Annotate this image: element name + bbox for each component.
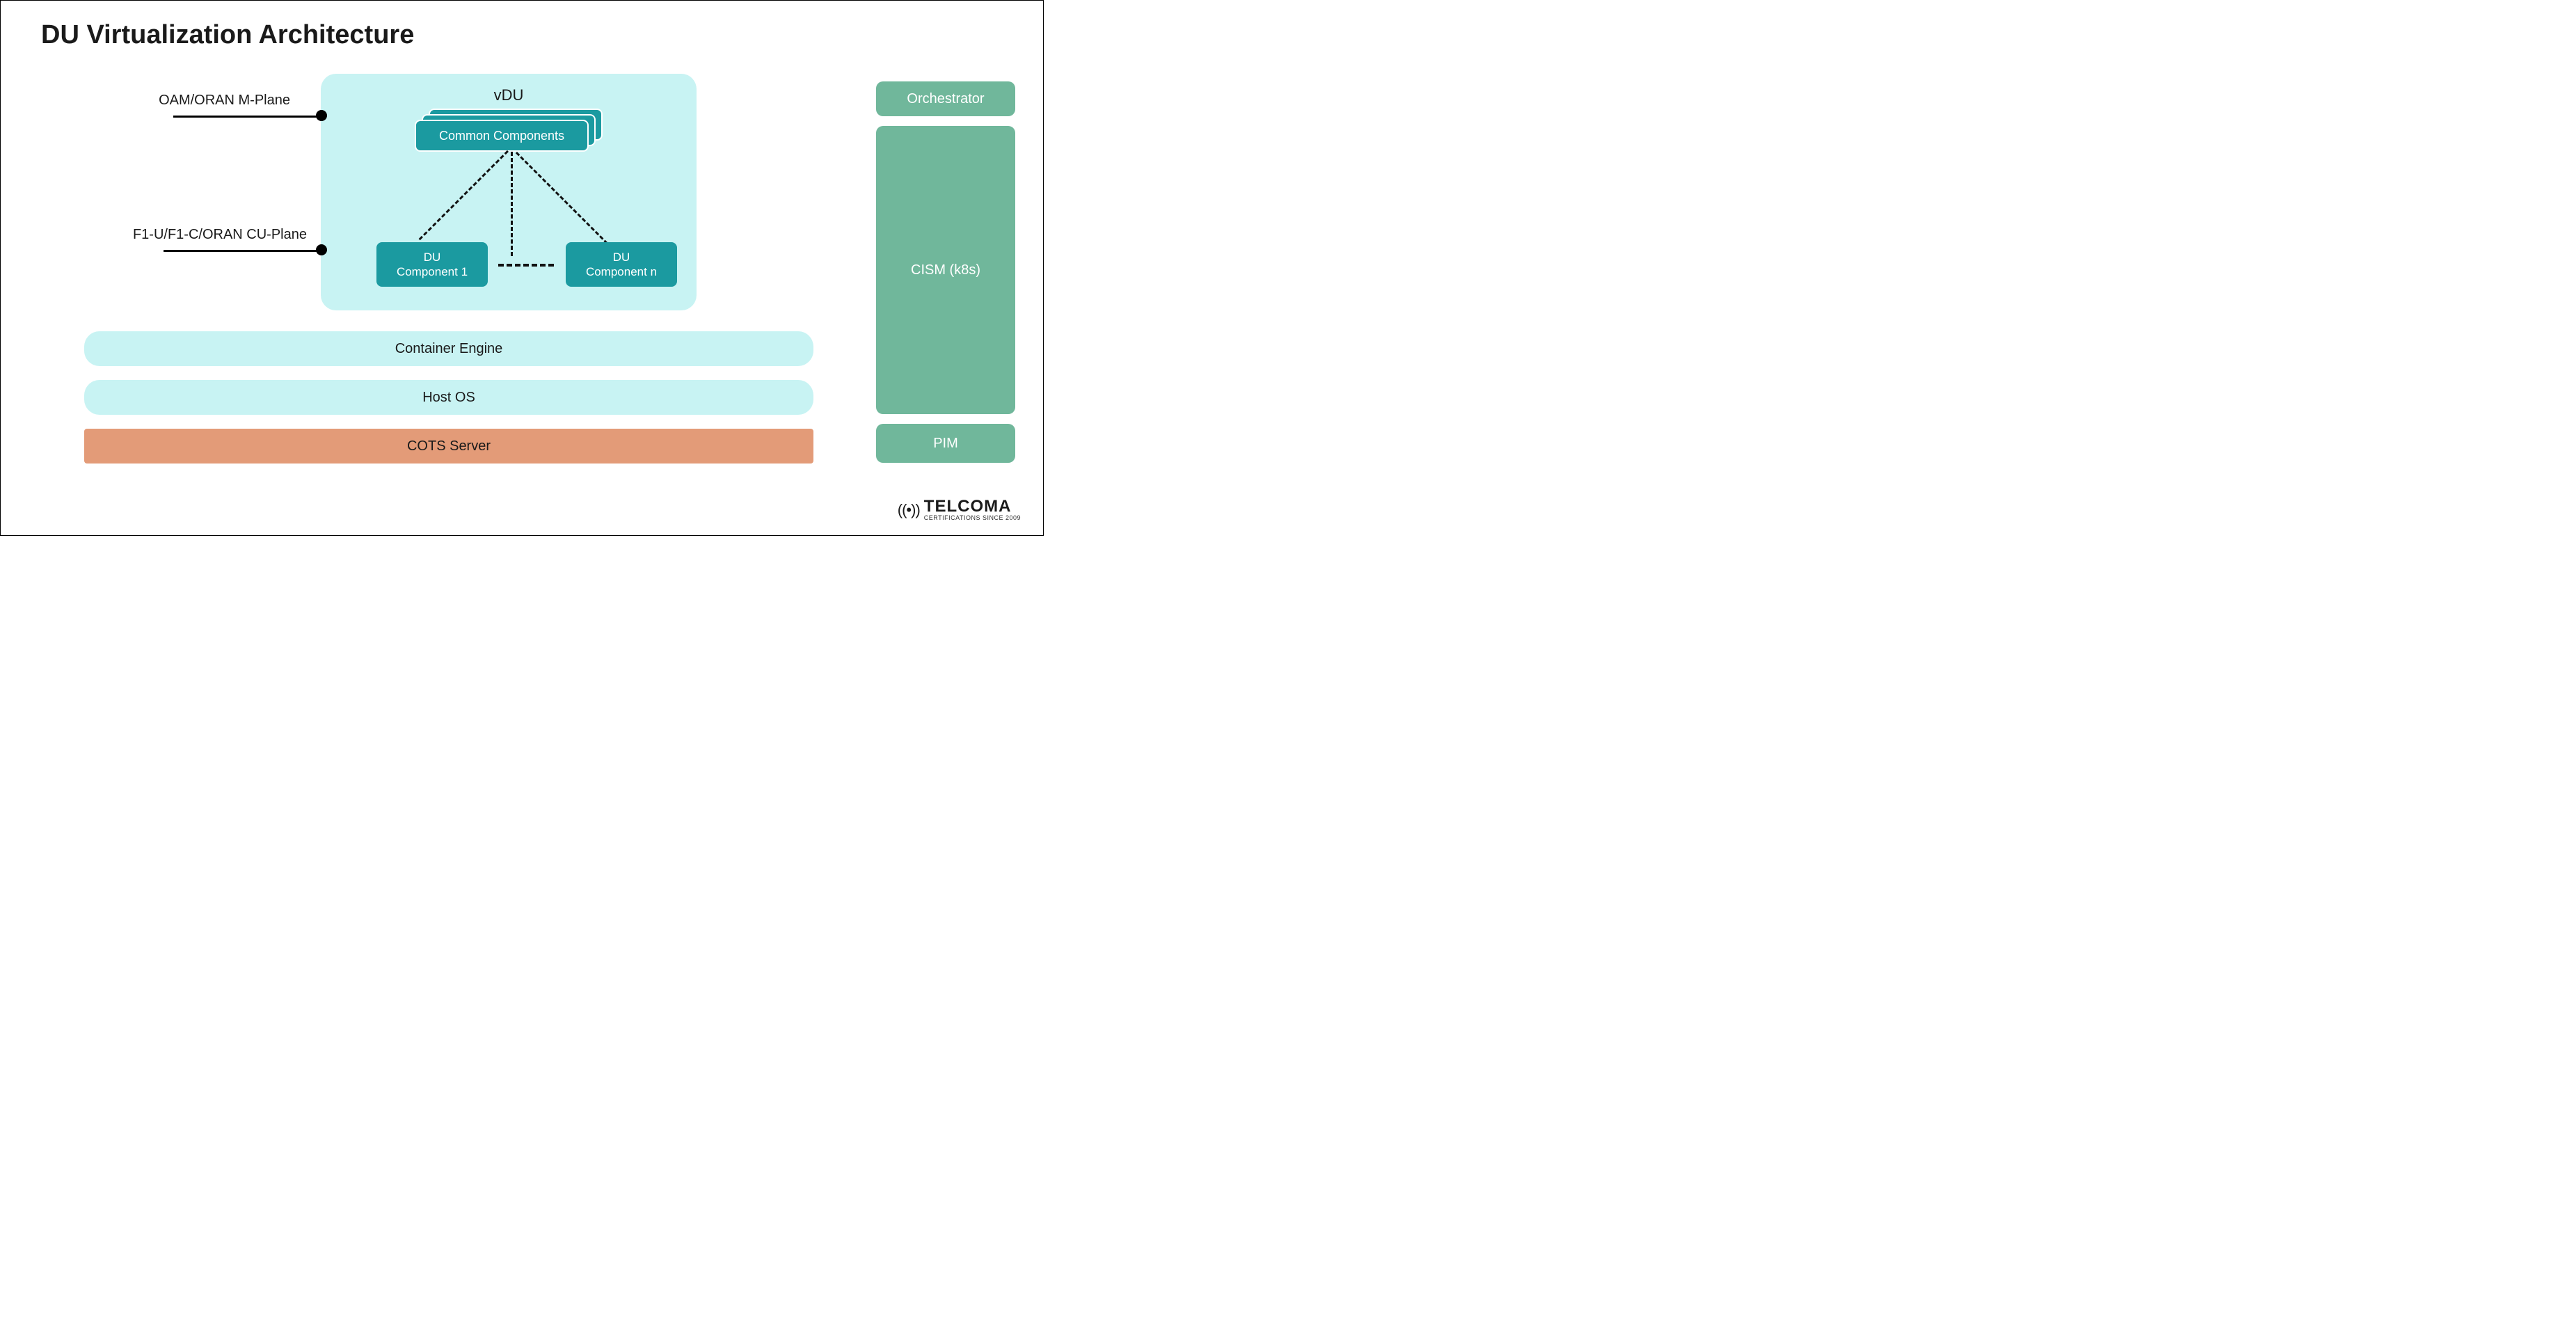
ellipsis-dash bbox=[498, 264, 554, 267]
f1-label: F1-U/F1-C/ORAN CU-Plane bbox=[126, 227, 307, 243]
dash-right bbox=[516, 152, 608, 244]
oam-connector-endpoint bbox=[316, 110, 327, 121]
logo-name: TELCOMA bbox=[924, 498, 1021, 515]
common-components-card-front: Common Components bbox=[415, 120, 589, 152]
vdu-container: vDU Common Components DU Component 1 DU … bbox=[321, 74, 697, 310]
dash-left bbox=[419, 150, 509, 240]
f1-connector-endpoint bbox=[316, 244, 327, 255]
vdu-label: vDU bbox=[494, 86, 524, 104]
container-engine-bar: Container Engine bbox=[84, 331, 813, 366]
du-component-1: DU Component 1 bbox=[376, 242, 488, 287]
dash-mid bbox=[511, 152, 513, 256]
pim-box: PIM bbox=[876, 424, 1015, 463]
common-components-stack: Common Components bbox=[415, 109, 603, 152]
telcoma-logo: ((•)) TELCOMA CERTIFICATIONS SINCE 2009 bbox=[898, 498, 1021, 521]
cots-server-bar: COTS Server bbox=[84, 429, 813, 464]
du-component-1-label: DU Component 1 bbox=[397, 250, 468, 280]
logo-mark-icon: ((•)) bbox=[898, 501, 920, 519]
oam-label: OAM/ORAN M-Plane bbox=[137, 93, 290, 109]
du-component-n-label: DU Component n bbox=[586, 250, 657, 280]
cism-box: CISM (k8s) bbox=[876, 126, 1015, 414]
logo-tagline: CERTIFICATIONS SINCE 2009 bbox=[924, 515, 1021, 521]
oam-connector-line bbox=[173, 116, 321, 118]
du-component-n: DU Component n bbox=[566, 242, 677, 287]
f1-connector-line bbox=[164, 250, 321, 252]
page-title: DU Virtualization Architecture bbox=[41, 20, 414, 50]
orchestrator-box: Orchestrator bbox=[876, 81, 1015, 116]
host-os-bar: Host OS bbox=[84, 380, 813, 415]
